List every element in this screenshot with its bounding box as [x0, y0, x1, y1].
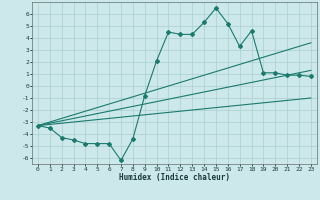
X-axis label: Humidex (Indice chaleur): Humidex (Indice chaleur) — [119, 173, 230, 182]
